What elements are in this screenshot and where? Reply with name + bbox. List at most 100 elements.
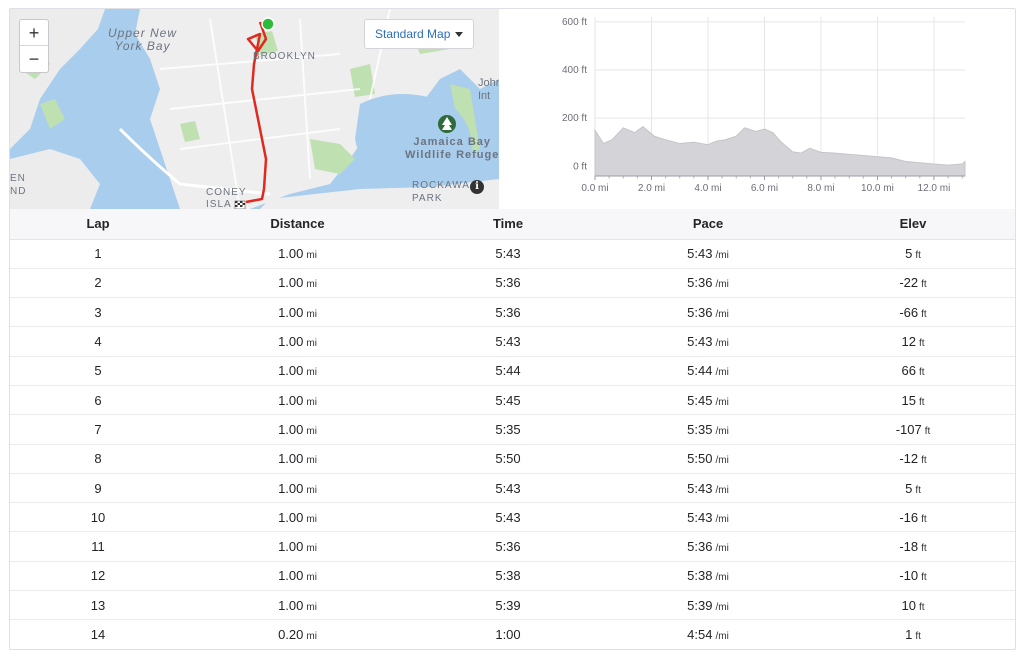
distance-unit: mi xyxy=(306,308,317,320)
distance-value: 0.20 xyxy=(278,627,304,643)
pace-value: 5:36 xyxy=(687,275,713,291)
road-lines xyxy=(159,9,391,209)
lap-pace: 5:43/mi xyxy=(607,326,809,357)
distance-value: 1.00 xyxy=(278,304,304,320)
pace-value: 5:38 xyxy=(687,568,713,584)
elev-unit: ft xyxy=(918,338,925,350)
pace-unit: /mi xyxy=(715,425,729,437)
elev-value: -22 xyxy=(899,275,919,291)
distance-value: 1.00 xyxy=(278,539,304,555)
table-row: 11 1.00 mi 5:36 5:36/mi -18 ft xyxy=(10,531,1015,562)
lap-time: 1:00 xyxy=(495,627,521,643)
land-rockaway xyxy=(260,179,499,209)
pace-unit: /mi xyxy=(715,396,729,408)
map-label-rockaway: ROCKAWA PARK xyxy=(412,180,470,204)
info-icon[interactable]: i xyxy=(470,180,484,194)
y-tick-label: 200 ft xyxy=(562,113,587,124)
lap-pace: 5:36/mi xyxy=(607,297,809,328)
lap-time: 5:44 xyxy=(409,356,607,386)
lap-pace: 5:36/mi xyxy=(607,531,809,562)
elevation-area xyxy=(594,125,966,177)
start-marker-icon xyxy=(261,17,275,31)
lap-distance: 1.00 mi xyxy=(186,444,409,474)
elev-value: 15 xyxy=(901,392,916,408)
table-header-row: Lap Distance Time Pace Elev xyxy=(10,209,1015,240)
elev-unit: ft xyxy=(915,631,921,643)
table-row: 6 1.00 mi 5:45 5:45/mi 15 ft xyxy=(10,385,1015,416)
park-tree-icon xyxy=(438,115,456,133)
lap-number: 1 xyxy=(10,239,186,269)
lap-elev: 15 ft xyxy=(809,385,1015,416)
zoom-out-button[interactable]: − xyxy=(28,49,40,69)
distance-unit: mi xyxy=(306,367,317,379)
elev-value: 5 xyxy=(905,246,913,262)
park-3 xyxy=(180,121,200,142)
zoom-in-button[interactable]: + xyxy=(20,20,48,46)
elevation-chart: 0 ft 200 ft 400 ft 600 ft 0.0 mi 2.0 mi 4.0 mi… xyxy=(562,17,966,194)
distance-unit: mi xyxy=(306,396,317,408)
distance-value: 1.00 xyxy=(278,451,304,467)
lap-pace: 5:36/mi xyxy=(607,268,809,299)
map-label-john: John Int xyxy=(478,77,499,102)
distance-unit: mi xyxy=(306,631,317,643)
pace-unit: /mi xyxy=(715,601,729,613)
table-row: 8 1.00 mi 5:50 5:50/mi -12 ft xyxy=(10,444,1015,474)
lap-number: 14 xyxy=(90,627,106,643)
lap-elev: -16 ft xyxy=(809,502,1015,533)
table-row: 5 1.00 mi 5:44 5:44/mi 66 ft xyxy=(10,356,1015,386)
table-row: 13 1.00 mi 5:39 5:39/mi 10 ft xyxy=(10,590,1015,621)
elev-value: -18 xyxy=(899,539,919,555)
lap-elev: -22 ft xyxy=(809,268,1015,299)
distance-value: 1.00 xyxy=(278,480,304,496)
distance-value: 1.00 xyxy=(278,246,304,262)
distance-value: 1.00 xyxy=(278,392,304,408)
dropdown-caret-icon xyxy=(455,32,463,37)
elev-unit: ft xyxy=(921,513,927,525)
lap-number: 2 xyxy=(10,268,186,299)
distance-value: 1.00 xyxy=(278,597,304,613)
land-staten xyxy=(10,149,100,209)
lap-time: 5:43 xyxy=(409,239,607,269)
park-2 xyxy=(40,99,65,129)
pace-unit: /mi xyxy=(715,513,729,525)
lap-distance: 0.20 mi xyxy=(186,620,409,649)
lap-elev: 66 ft xyxy=(809,356,1015,386)
elev-value: 10 xyxy=(901,597,916,613)
x-tick-label: 2.0 mi xyxy=(638,183,665,194)
pace-unit: /mi xyxy=(715,572,729,584)
lap-time: 5:36 xyxy=(409,531,607,562)
lap-number: 9 xyxy=(10,473,186,504)
distance-unit: mi xyxy=(306,513,317,525)
header-pace: Pace xyxy=(607,209,809,240)
pace-unit: /mi xyxy=(715,279,729,291)
lap-pace: 5:35/mi xyxy=(607,414,809,445)
lap-number: 6 xyxy=(10,385,186,416)
pace-unit: /mi xyxy=(715,250,729,262)
lap-time: 5:35 xyxy=(409,414,607,445)
lap-number: 11 xyxy=(10,531,186,562)
table-row: 4 1.00 mi 5:43 5:43/mi 12 ft xyxy=(10,326,1015,357)
activity-laps-panel: Upper New York Bay BROOKLYN Jamaica Bay … xyxy=(9,8,1016,650)
x-tick-label: 8.0 mi xyxy=(807,183,834,194)
lap-number: 13 xyxy=(10,590,186,621)
pace-unit: /mi xyxy=(715,631,729,643)
elev-unit: ft xyxy=(918,367,925,379)
elev-value: 12 xyxy=(901,334,916,350)
map-label-en: EN ND xyxy=(10,173,27,197)
lap-elev: 12 ft xyxy=(809,326,1015,357)
lap-elev: -66 ft xyxy=(809,297,1015,328)
route-map[interactable]: Upper New York Bay BROOKLYN Jamaica Bay … xyxy=(10,9,499,209)
lap-time: 5:45 xyxy=(409,385,607,416)
lap-distance: 1.00 mi xyxy=(186,239,409,269)
lap-distance: 1.00 mi xyxy=(186,385,409,416)
y-tick-label: 600 ft xyxy=(562,17,587,28)
pace-value: 5:39 xyxy=(687,597,713,613)
pace-unit: /mi xyxy=(715,543,729,555)
pace-unit: /mi xyxy=(715,484,729,496)
jamaica-bay-water xyxy=(355,94,473,181)
pace-value: 5:50 xyxy=(687,451,713,467)
map-label-upper-bay: Upper New York Bay xyxy=(108,26,178,53)
table-row: 3 1.00 mi 5:36 5:36/mi -66 ft xyxy=(10,297,1015,328)
pace-unit: /mi xyxy=(715,367,729,379)
map-type-dropdown[interactable]: Standard Map xyxy=(364,19,474,49)
